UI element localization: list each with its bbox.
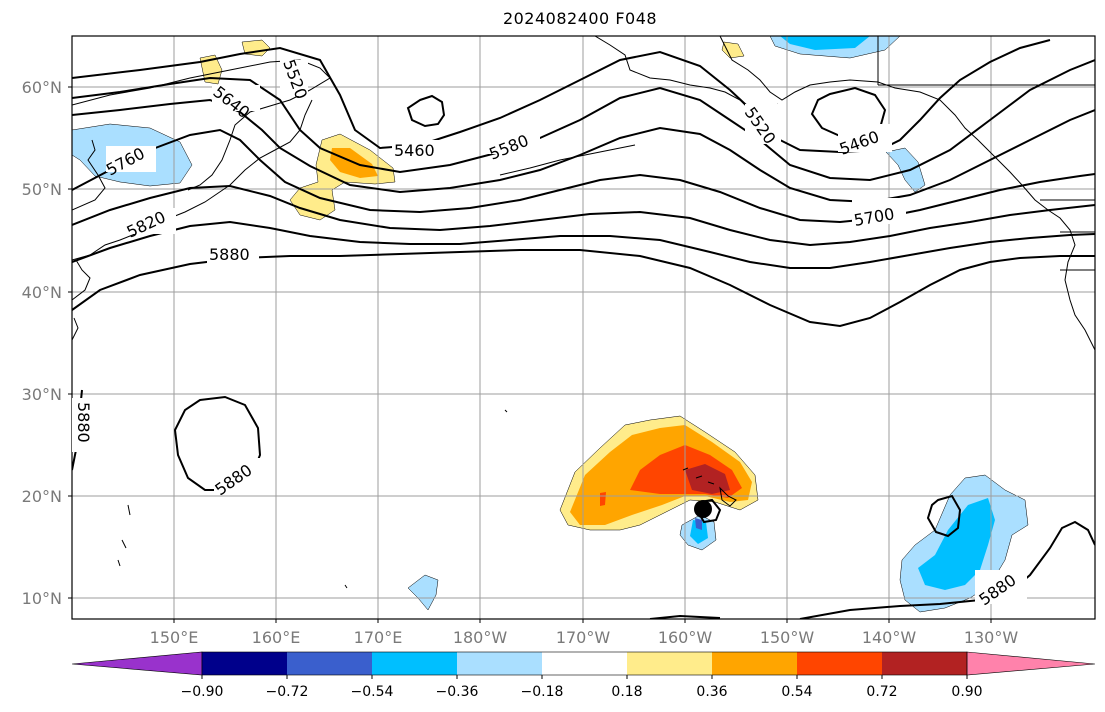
lat-label: 30°N: [22, 385, 62, 404]
positive-anomaly-darkred-hawaii: [685, 464, 730, 494]
colorbar-tick-label: 0.54: [781, 684, 812, 700]
colorbar-extend-low: [71, 651, 203, 676]
lon-label: 130°W: [964, 628, 1019, 647]
graticule: [72, 36, 1095, 619]
colorbar-segment: [287, 652, 372, 675]
contour-label: 5460: [394, 141, 435, 160]
colorbar-segment: [627, 652, 712, 675]
negative-anomaly-dark-hawaii: [695, 518, 702, 530]
colorbar-extend-high: [966, 651, 1096, 676]
positive-anomaly-area-bering: [289, 133, 396, 221]
colorbar-segment: [542, 652, 627, 675]
coastlines: [72, 36, 1095, 589]
longitude-labels: 150°E 160°E 170°E 180°W 170°W 160°W 150°…: [150, 628, 1019, 647]
colorbar-tick-label: −0.54: [351, 684, 394, 700]
positive-anomaly-spot-3: [721, 41, 745, 59]
lon-label: 160°W: [658, 628, 713, 647]
negative-anomaly-core-east: [918, 498, 995, 590]
colorbar-tick-label: 0.18: [611, 684, 642, 700]
colorbar-tick-label: −0.36: [436, 684, 479, 700]
colorbar-segment: [202, 652, 287, 675]
colorbar-segment: [372, 652, 457, 675]
colorbar-tick-label: −0.72: [266, 684, 309, 700]
lon-label: 170°W: [556, 628, 611, 647]
colorbar: −0.90 −0.72 −0.54 −0.36 −0.18 0.18 0.36 …: [71, 651, 1096, 700]
colorbar-segment: [712, 652, 797, 675]
colorbar-tick-label: 0.36: [696, 684, 727, 700]
colorbar-segment: [797, 652, 882, 675]
colorbar-tick-label: 0.72: [866, 684, 897, 700]
axis-ticks: [68, 86, 992, 623]
lon-label: 170°E: [354, 628, 403, 647]
negative-anomaly-core-hawaii: [690, 520, 708, 544]
anomaly-shading: [72, 36, 1029, 613]
height-contours: [72, 39, 1095, 619]
lon-label: 180°W: [453, 628, 508, 647]
latitude-labels: 60°N 50°N 40°N 30°N 20°N 10°N: [22, 78, 62, 608]
contour-label: 5880: [74, 402, 93, 443]
lon-label: 140°W: [862, 628, 917, 647]
lat-label: 60°N: [22, 78, 62, 97]
contour-label: 5880: [209, 245, 250, 264]
negative-anomaly-core-north: [780, 36, 870, 50]
lon-label: 160°E: [252, 628, 301, 647]
lat-label: 20°N: [22, 487, 62, 506]
cyclone-marker: [694, 500, 712, 518]
map-title: 2024082400 F048: [502, 9, 658, 28]
lon-label: 150°W: [760, 628, 815, 647]
lon-label: 150°E: [150, 628, 199, 647]
lat-label: 10°N: [22, 589, 62, 608]
colorbar-tick-label: −0.90: [181, 684, 224, 700]
colorbar-tick-label: 0.90: [951, 684, 982, 700]
lat-label: 50°N: [22, 180, 62, 199]
colorbar-segment: [882, 652, 967, 675]
colorbar-segment: [457, 652, 542, 675]
colorbar-tick-label: −0.18: [521, 684, 564, 700]
lat-label: 40°N: [22, 283, 62, 302]
